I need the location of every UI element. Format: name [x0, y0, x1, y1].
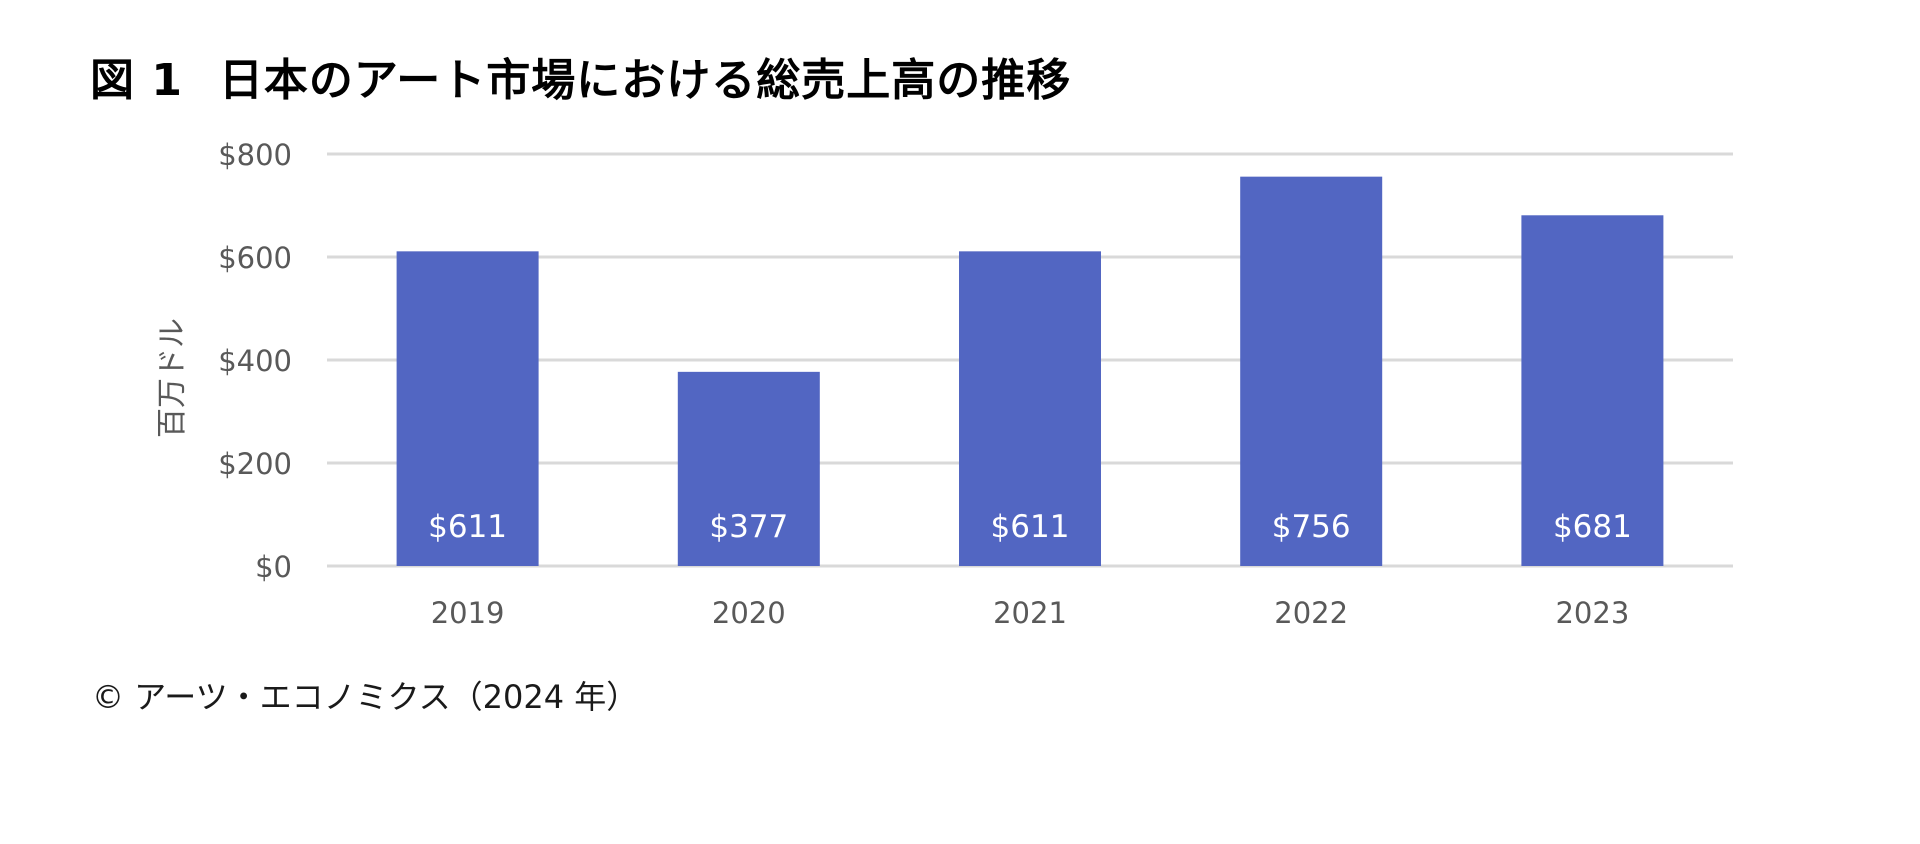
bar	[1521, 215, 1664, 566]
bar	[959, 251, 1101, 566]
bar-value-label: $611	[428, 509, 507, 545]
bar	[396, 251, 539, 566]
bar-value-label: $681	[1553, 509, 1632, 545]
x-tick-label: 2020	[712, 596, 786, 630]
x-tick-label: 2023	[1555, 596, 1629, 630]
x-tick-label: 2019	[431, 596, 505, 630]
y-tick-label: $0	[255, 550, 292, 584]
bars: $611 $377 $611 $756 $681	[396, 176, 1664, 566]
figure-number: 図 1	[90, 55, 183, 106]
bar	[1240, 176, 1383, 566]
bar-value-label: $756	[1272, 509, 1351, 545]
bar-value-label: $377	[709, 509, 788, 545]
source-credit: © アーツ・エコノミクス（2024 年）	[92, 678, 639, 716]
x-axis-ticks: 2019 2020 2021 2022 2023	[431, 596, 1630, 630]
bar	[677, 371, 820, 566]
y-tick-label: $800	[218, 138, 292, 172]
bar-value-label: $611	[991, 509, 1070, 545]
y-axis-ticks: $0 $200 $400 $600 $800	[218, 138, 292, 584]
y-axis-label: 百万ドル	[155, 318, 190, 438]
figure-title-text: 日本のアート市場における総売上高の推移	[218, 55, 1072, 106]
y-tick-label: $200	[218, 447, 292, 481]
y-tick-label: $600	[218, 241, 292, 275]
y-tick-label: $400	[218, 344, 292, 378]
x-tick-label: 2022	[1274, 596, 1348, 630]
figure-title: 図 1 日本のアート市場における総売上高の推移	[90, 44, 1071, 108]
x-tick-label: 2021	[993, 596, 1067, 630]
